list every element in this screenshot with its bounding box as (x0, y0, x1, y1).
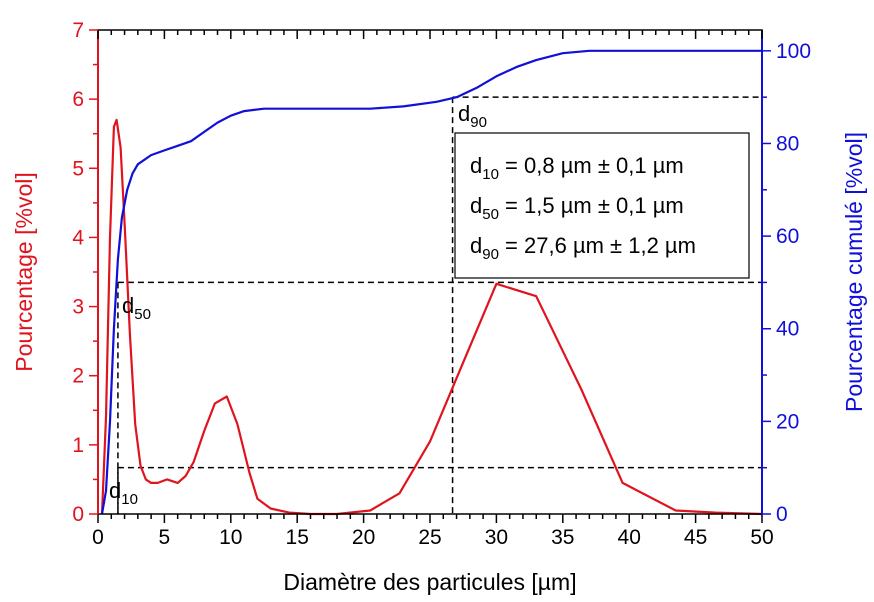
volume-percentage-line (100, 118, 763, 516)
right-y-tick-label: 40 (776, 318, 799, 341)
x-tick-label: 45 (684, 526, 707, 549)
x-tick-label: 50 (750, 526, 773, 549)
left-y-axis-title: Pourcentage [%vol] (11, 172, 37, 371)
cumulative-percentage-line (100, 49, 762, 515)
stats-line-d50: d50 = 1,5 µm ± 0,1 µm (470, 193, 684, 223)
x-tick-label: 35 (551, 526, 574, 549)
left-y-tick-label: 7 (72, 19, 84, 42)
stats-line-d90: d90 = 27,6 µm ± 1,2 µm (470, 233, 696, 263)
d90-label: d90 (458, 101, 487, 131)
stats-box: d10 = 0,8 µm ± 0,1 µm d50 = 1,5 µm ± 0,1… (454, 132, 750, 279)
annotations: d10 d50 d90 (109, 101, 487, 508)
x-tick-label: 20 (352, 526, 375, 549)
x-axis-title: Diamètre des particules [µm] (283, 569, 576, 595)
data-curves (100, 49, 763, 516)
left-y-tick-label: 4 (72, 226, 84, 249)
x-tick-label: 30 (485, 526, 508, 549)
right-y-tick-label: 80 (776, 132, 799, 155)
left-y-tick-label: 2 (72, 365, 84, 388)
stats-box-frame (454, 132, 750, 279)
x-tick-label: 0 (92, 526, 104, 549)
right-y-tick-label: 0 (776, 503, 788, 526)
x-tick-label: 40 (618, 526, 641, 549)
x-tick-label: 25 (418, 526, 441, 549)
left-y-tick-label: 1 (72, 434, 84, 457)
guide-lines (117, 96, 762, 514)
right-y-tick-label: 60 (776, 225, 799, 248)
left-y-tick-label: 3 (72, 296, 84, 319)
x-tick-label: 15 (286, 526, 309, 549)
right-y-tick-label: 100 (776, 40, 811, 63)
right-y-axis-title: Pourcentage cumulé [%vol] (841, 132, 867, 412)
left-y-tick-label: 5 (72, 157, 84, 180)
right-y-tick-label: 20 (776, 410, 799, 433)
left-y-tick-label: 6 (72, 88, 84, 111)
d50-label: d50 (122, 293, 151, 323)
x-tick-label: 5 (159, 526, 171, 549)
stats-line-d10: d10 = 0,8 µm ± 0,1 µm (470, 153, 684, 183)
d10-label: d10 (109, 478, 138, 508)
x-tick-label: 10 (219, 526, 242, 549)
left-y-tick-label: 0 (72, 503, 84, 526)
